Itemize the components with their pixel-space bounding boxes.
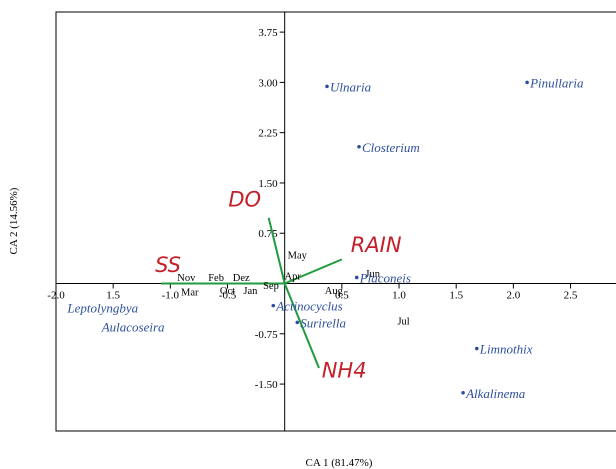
x-tick-group: -2.0 1.5 -1.0 -0.5 0.5 1.0 1.5 2.0 2.5 <box>47 283 578 302</box>
species-label-pinullaria: Pinullaria <box>529 75 584 90</box>
y-tick-group: 3.75 3.00 2.25 1.50 0.75 -0.75 -1.50 <box>255 27 285 391</box>
sample-label-dez: Dez <box>233 273 250 284</box>
species-point-pinullaria <box>525 80 529 85</box>
sample-label-nov: Nov <box>177 273 196 284</box>
x-tick-label: -2.0 <box>47 290 65 302</box>
species-label-ulnaria: Ulnaria <box>330 79 372 94</box>
plot-frame <box>55 11 616 432</box>
sample-label-sep: Sep <box>263 281 279 292</box>
vector-arrow-nh4 <box>283 283 320 369</box>
y-tick-label: 3.00 <box>258 77 278 89</box>
y-tick-label: 0.75 <box>258 228 278 240</box>
environmental-vectors <box>161 217 343 369</box>
sample-label-apr: Apr <box>285 271 302 282</box>
species-point-placoneis <box>354 275 359 280</box>
x-tick-label: -0.5 <box>219 290 237 302</box>
sample-label-feb: Feb <box>208 273 224 284</box>
y-tick-label: 2.25 <box>258 128 278 140</box>
species-label-surirella: Surirella <box>300 315 346 330</box>
x-axis-title: CA 1 (81.47%) <box>306 457 373 469</box>
vector-label-rain: RAIN <box>351 233 402 257</box>
x-tick-label: 2.0 <box>506 290 520 302</box>
species-label-aulacoseira: Aulacoseira <box>101 319 165 334</box>
y-axis-title: CA 2 (14.56%) <box>8 187 20 254</box>
sample-label-jan: Jan <box>243 286 258 297</box>
species-point-actinocyclus <box>271 303 276 308</box>
species-point-ulnaria <box>325 84 329 89</box>
vector-labels: DO RAIN SS NH4 <box>155 187 402 382</box>
species-point-alkalinema <box>461 390 465 395</box>
sample-label-aug: Aug <box>325 286 344 297</box>
species-points: Ulnaria Pinullaria Closterium Placoneis Acti… <box>66 75 584 400</box>
sample-label-jun: Jun <box>365 269 380 280</box>
x-tick-label: 2.5 <box>564 290 578 302</box>
x-tick-label: 1.0 <box>392 290 406 302</box>
x-tick-label: -1.0 <box>162 290 180 302</box>
x-tick-label: 1.5 <box>106 290 120 302</box>
sample-labels: Nov Feb Dez Mar Oct Jan Sep Apr May Jun Aug Jul <box>177 251 410 328</box>
species-label-leptolyngbya: Leptolyngbya <box>66 301 138 316</box>
y-tick-label: 3.75 <box>258 27 278 39</box>
vector-arrow-do <box>267 217 286 284</box>
sample-label-may: May <box>288 251 308 262</box>
species-point-surirella <box>295 320 300 325</box>
species-label-alkalinema: Alkalinema <box>465 386 526 401</box>
vector-label-do: DO <box>228 187 261 211</box>
y-tick-label: -0.75 <box>255 329 278 341</box>
species-label-closterium: Closterium <box>362 140 420 155</box>
sample-label-jul: Jul <box>397 316 409 327</box>
vector-label-ss: SS <box>155 253 181 277</box>
x-tick-label: 1.5 <box>449 290 463 302</box>
sample-label-mar: Mar <box>181 288 199 299</box>
y-tick-label: 1.50 <box>258 178 278 190</box>
species-label-actinocyclus: Actinocyclus <box>275 299 342 314</box>
sample-label-oct: Oct <box>220 286 235 297</box>
species-label-placoneis: Placoneis <box>359 270 411 285</box>
vector-label-nh4: NH4 <box>322 358 367 382</box>
vector-arrow-rain <box>284 258 343 285</box>
x-tick-label: 0.5 <box>335 290 349 302</box>
species-point-closterium <box>357 144 361 149</box>
species-label-limnothix: Limnothix <box>479 342 533 357</box>
y-tick-label: -1.50 <box>255 379 278 391</box>
species-point-limnothix <box>474 346 479 351</box>
